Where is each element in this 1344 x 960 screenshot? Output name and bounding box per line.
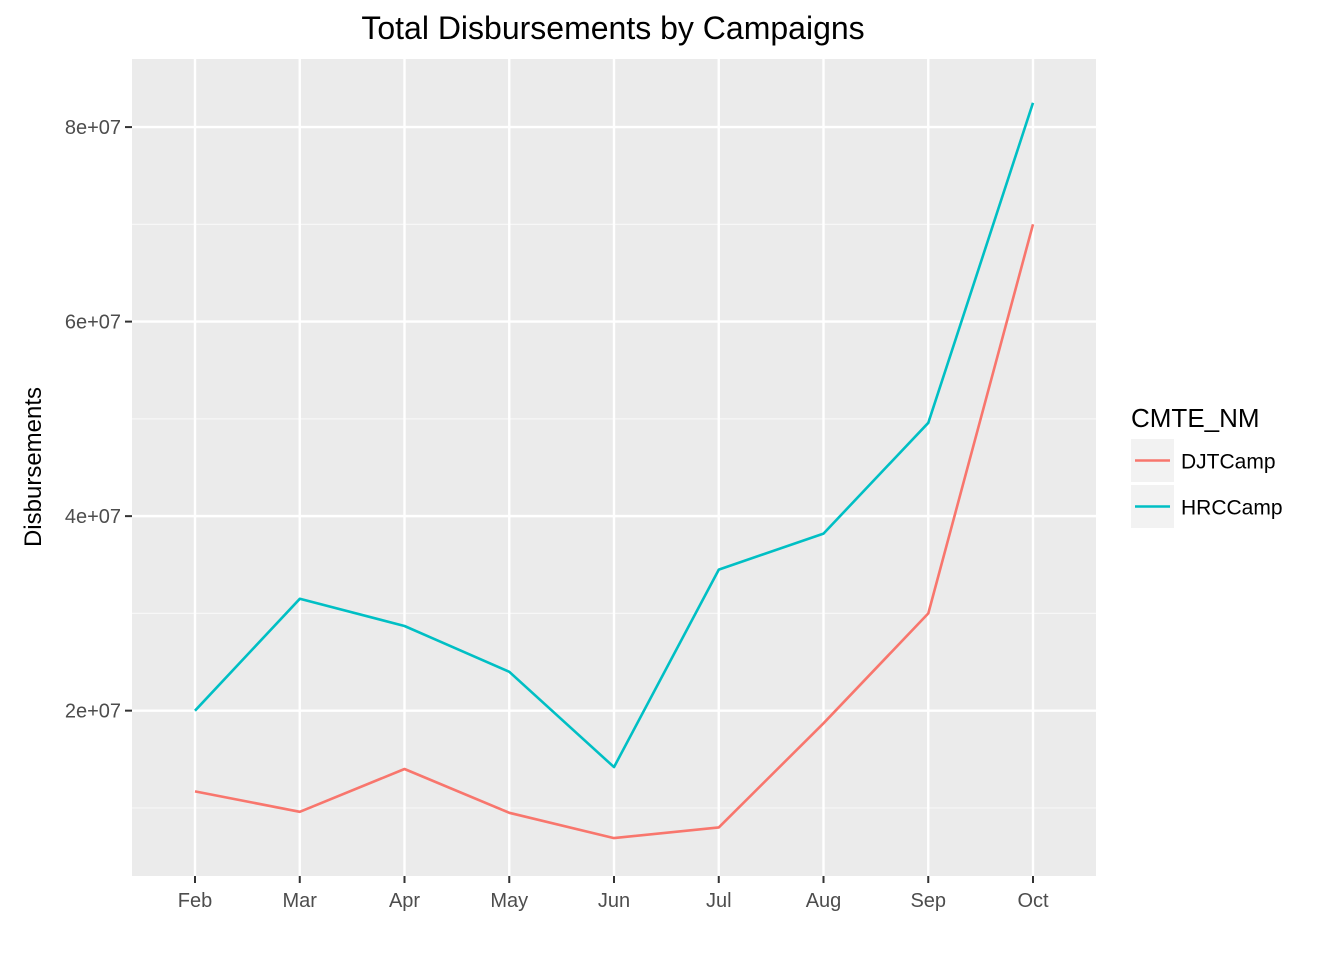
series-line-hrccamp bbox=[194, 102, 1035, 769]
x-tick-label: Feb bbox=[178, 890, 212, 912]
y-axis-title: Disbursements bbox=[20, 387, 47, 547]
y-axis: 2e+07 4e+07 6e+07 8e+07 bbox=[65, 117, 132, 723]
x-tick-label: Jun bbox=[598, 890, 630, 912]
y-tick-label: 6e+07 bbox=[65, 312, 121, 334]
series-line-djtcamp bbox=[194, 223, 1035, 840]
legend-label-hrccamp: HRCCamp bbox=[1181, 497, 1283, 520]
series-lines bbox=[194, 102, 1035, 840]
chart-title: Total Disbursements by Campaigns bbox=[361, 10, 864, 46]
x-tick-label: Aug bbox=[806, 890, 842, 912]
x-tick-label: Mar bbox=[283, 890, 318, 912]
x-tick-label: Jul bbox=[706, 890, 732, 912]
y-tick-label: 4e+07 bbox=[65, 506, 121, 528]
legend-title: CMTE_NM bbox=[1131, 403, 1260, 433]
x-tick-label: Apr bbox=[389, 890, 420, 912]
legend: CMTE_NM DJTCamp HRCCamp bbox=[1131, 403, 1283, 528]
major-gridlines bbox=[132, 59, 1096, 876]
x-tick-label: May bbox=[490, 890, 528, 912]
y-tick-label: 8e+07 bbox=[65, 117, 121, 139]
x-axis: Feb Mar Apr May Jun Jul Aug Sep Oct bbox=[178, 876, 1049, 912]
x-tick-label: Oct bbox=[1017, 890, 1049, 912]
x-tick-label: Sep bbox=[910, 890, 946, 912]
legend-label-djtcamp: DJTCamp bbox=[1181, 451, 1276, 474]
y-tick-label: 2e+07 bbox=[65, 701, 121, 723]
